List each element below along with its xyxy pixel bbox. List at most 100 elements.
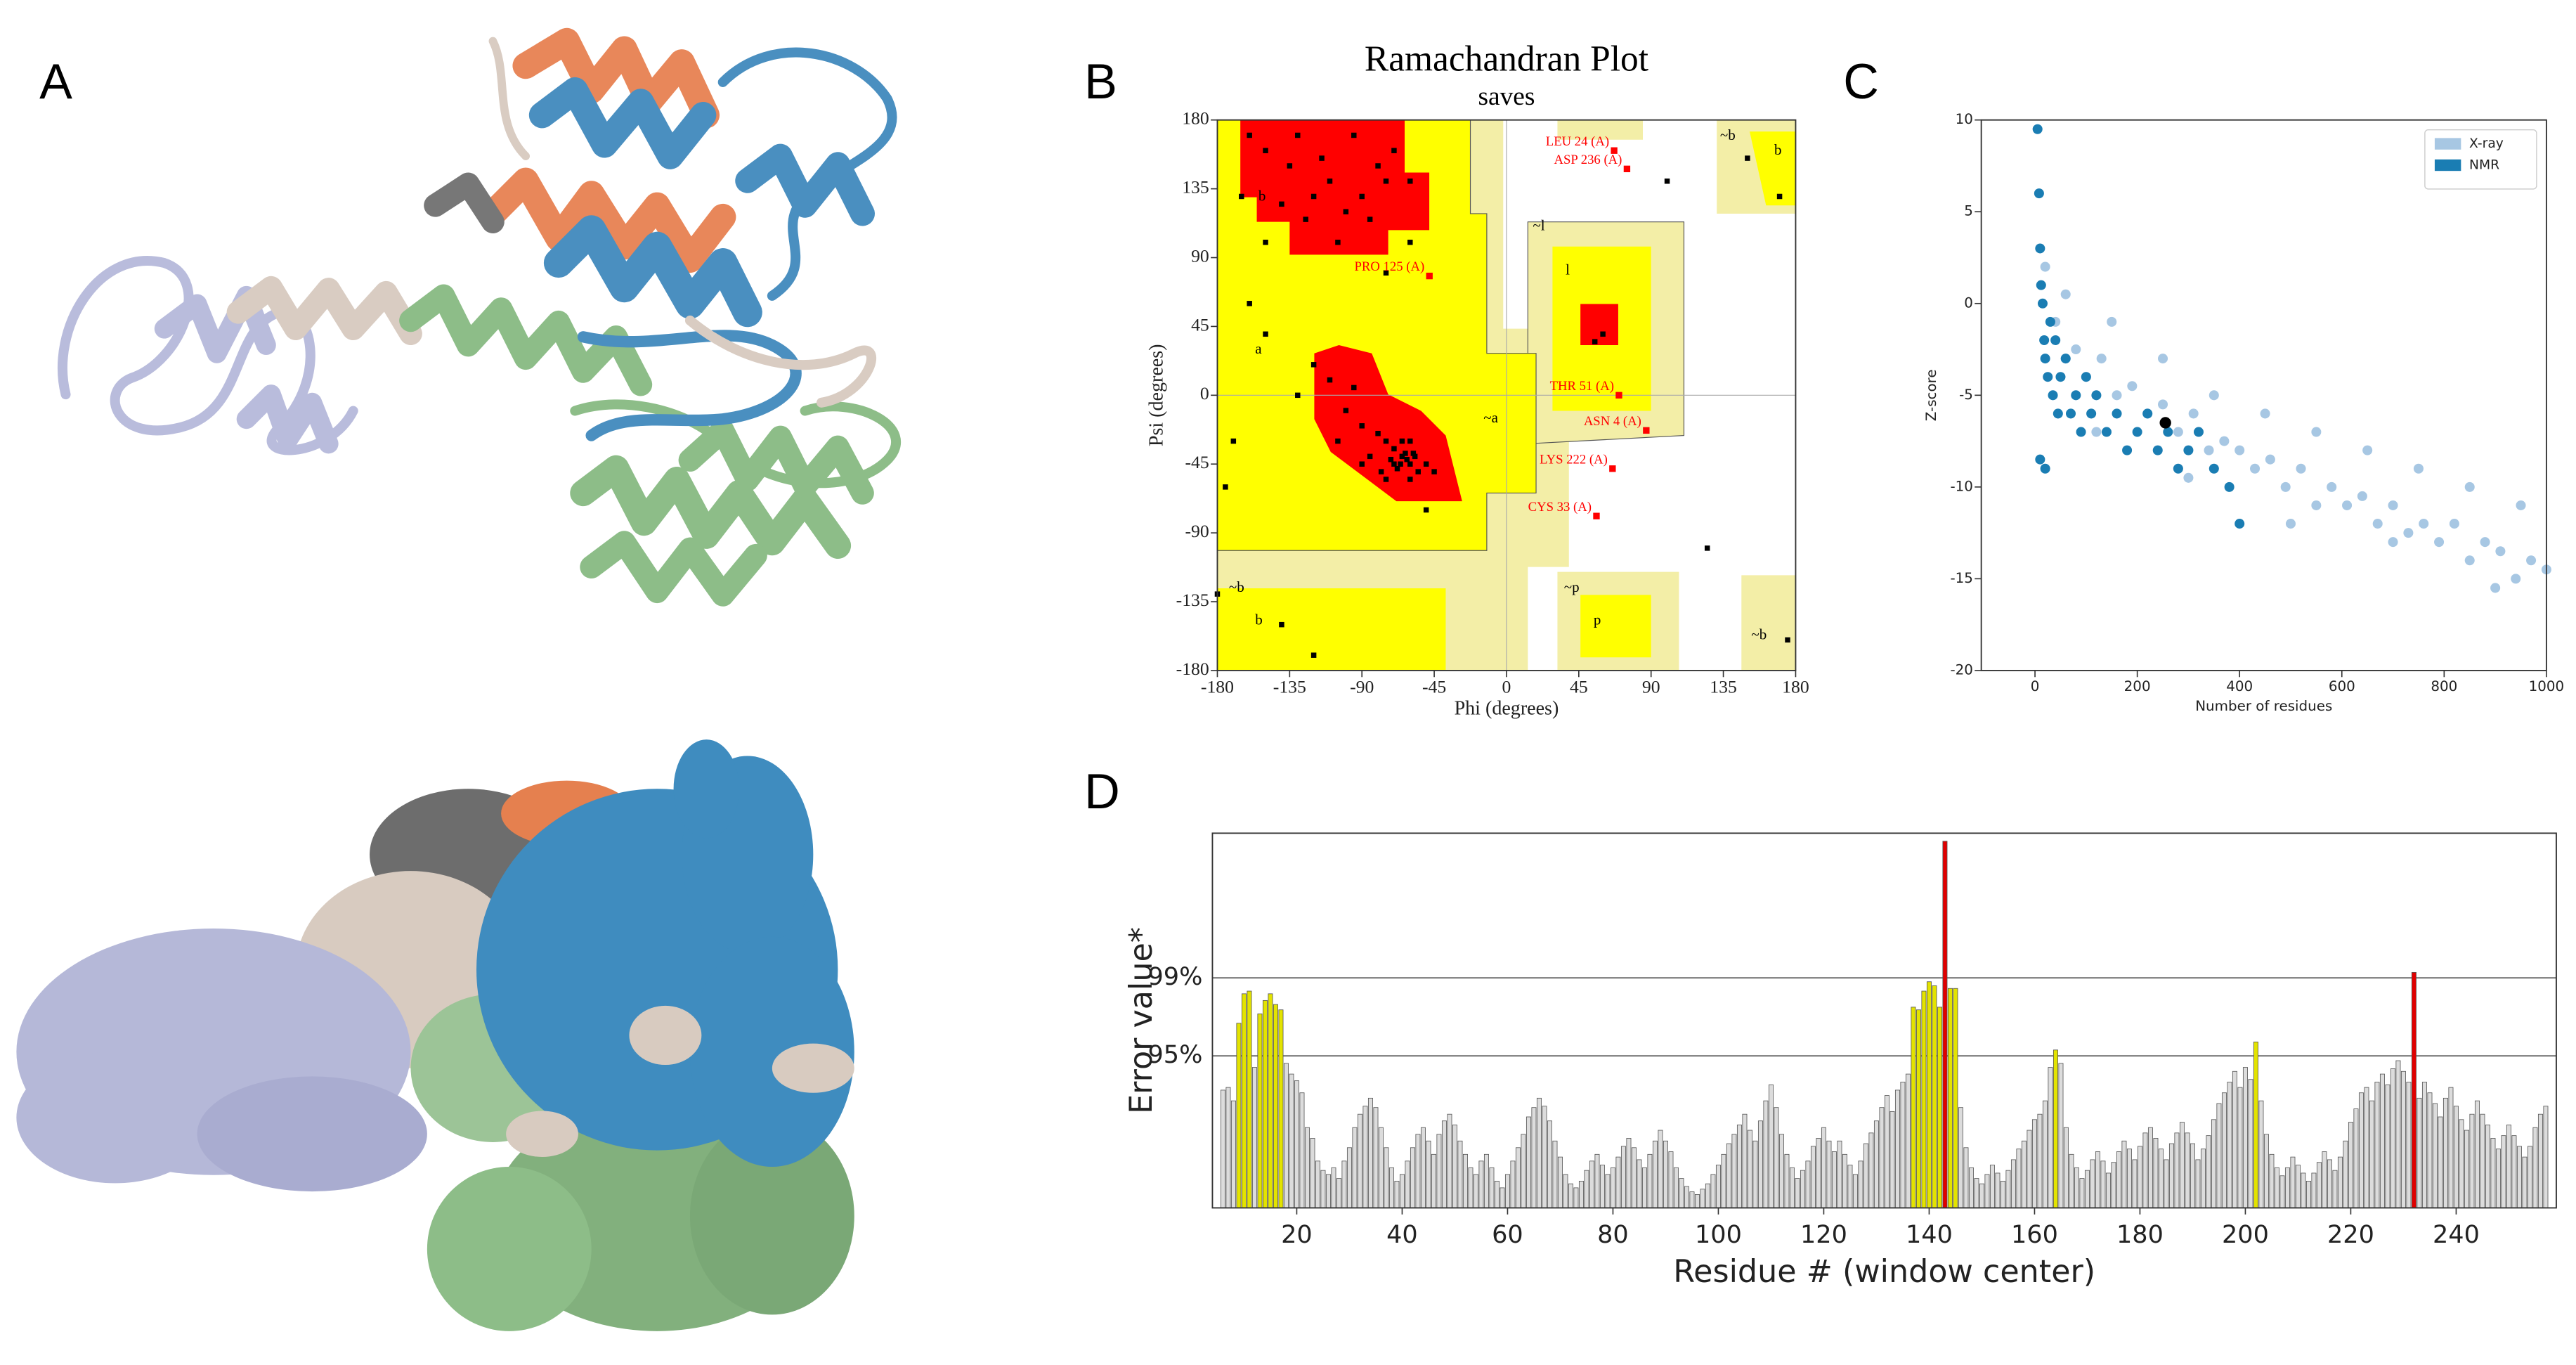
- point: [2219, 436, 2230, 446]
- point: [2035, 454, 2045, 465]
- bar: [2485, 1125, 2490, 1208]
- region-label: ~l: [1533, 216, 1544, 233]
- bar: [1752, 1140, 1758, 1208]
- point: [1279, 621, 1284, 628]
- point: [1310, 193, 1317, 200]
- x-tick-label: 800: [2431, 678, 2457, 694]
- point: [1367, 216, 1373, 222]
- bar: [2511, 1135, 2517, 1208]
- y-tick-label: 99%: [1147, 962, 1202, 991]
- annotation-label: LEU 24 (A): [1546, 134, 1609, 149]
- bar: [2048, 1067, 2053, 1208]
- bar: [1774, 1107, 1779, 1208]
- point: [2060, 354, 2071, 364]
- bar: [1230, 1100, 1236, 1208]
- point: [2296, 463, 2306, 474]
- point: [1378, 469, 1384, 474]
- bar: [1731, 1134, 1737, 1208]
- bar: [1278, 1009, 1284, 1208]
- point: [1319, 155, 1325, 161]
- point: [2071, 390, 2081, 401]
- point: [1383, 438, 1389, 444]
- bar: [1968, 1167, 1974, 1208]
- point: [1745, 155, 1750, 161]
- point: [1239, 193, 1244, 200]
- bar: [2501, 1135, 2506, 1208]
- bar: [1394, 1180, 1400, 1208]
- bar: [1521, 1134, 1526, 1208]
- bar: [2522, 1156, 2528, 1208]
- bar: [1494, 1180, 1500, 1208]
- annotation-point: [1615, 392, 1622, 399]
- y-tick-label: 90: [1191, 245, 1209, 266]
- bar: [1336, 1178, 1341, 1208]
- bar: [1563, 1174, 1568, 1208]
- x-tick-label: 240: [2433, 1220, 2480, 1249]
- point: [2036, 280, 2046, 290]
- bar: [2480, 1113, 2485, 1208]
- bar: [1236, 1023, 1242, 1208]
- bar: [1673, 1167, 1679, 1208]
- point: [1398, 461, 1403, 467]
- bar: [1468, 1167, 1474, 1208]
- bar: [2459, 1119, 2464, 1208]
- bar: [1510, 1160, 1516, 1208]
- bar: [1262, 1000, 1268, 1208]
- bar: [1868, 1132, 1874, 1208]
- bar: [2206, 1135, 2211, 1208]
- bar: [2058, 1063, 2064, 1208]
- bar: [2153, 1138, 2159, 1208]
- point: [2526, 555, 2537, 566]
- point: [2265, 454, 2275, 465]
- legend-label: X-ray: [2469, 136, 2504, 151]
- x-axis-label: Phi (degrees): [1455, 697, 1559, 719]
- region-label: ~b: [1720, 127, 1736, 143]
- bar: [2301, 1172, 2306, 1208]
- bar: [2537, 1113, 2543, 1208]
- bar: [1257, 1014, 1263, 1208]
- x-tick-label: 220: [2327, 1220, 2374, 1249]
- point: [2372, 519, 2383, 529]
- bar: [1415, 1134, 1421, 1208]
- bar: [2200, 1149, 2206, 1208]
- region-label: ~b: [1229, 578, 1244, 595]
- bar: [1705, 1183, 1710, 1208]
- point: [2055, 372, 2066, 382]
- bar: [1378, 1127, 1384, 1208]
- bar: [1610, 1167, 1615, 1208]
- x-tick-label: 600: [2329, 678, 2355, 694]
- point: [1404, 456, 1410, 462]
- bar: [1800, 1170, 1805, 1208]
- bar: [1320, 1170, 1326, 1208]
- bar: [2000, 1180, 2005, 1208]
- point: [1223, 484, 1228, 490]
- point: [2032, 124, 2043, 134]
- bar: [2063, 1127, 2069, 1208]
- bar: [2284, 1167, 2290, 1208]
- bar: [2179, 1122, 2185, 1208]
- point: [1303, 216, 1308, 222]
- bar: [2416, 1097, 2422, 1208]
- point: [1247, 132, 1252, 138]
- point: [2071, 344, 2081, 355]
- bar: [2079, 1178, 2085, 1208]
- bar: [2364, 1087, 2369, 1208]
- y-tick-label: 10: [1956, 111, 1973, 127]
- bar: [1299, 1092, 1305, 1208]
- bar: [1942, 841, 1948, 1208]
- bar: [1747, 1130, 1752, 1208]
- panel-label: D: [1084, 764, 1120, 819]
- bar: [1694, 1194, 1700, 1208]
- bar: [2037, 1113, 2043, 1208]
- bar: [1373, 1107, 1379, 1208]
- bar: [1341, 1160, 1347, 1208]
- point: [1375, 163, 1381, 169]
- bar: [1225, 1087, 1231, 1208]
- point: [2163, 427, 2173, 437]
- y-tick-label: -5: [1959, 387, 1973, 403]
- bar: [2406, 1082, 2412, 1208]
- bar: [2195, 1159, 2201, 1208]
- point: [1383, 270, 1389, 276]
- point: [1704, 545, 1710, 551]
- point: [2112, 390, 2122, 401]
